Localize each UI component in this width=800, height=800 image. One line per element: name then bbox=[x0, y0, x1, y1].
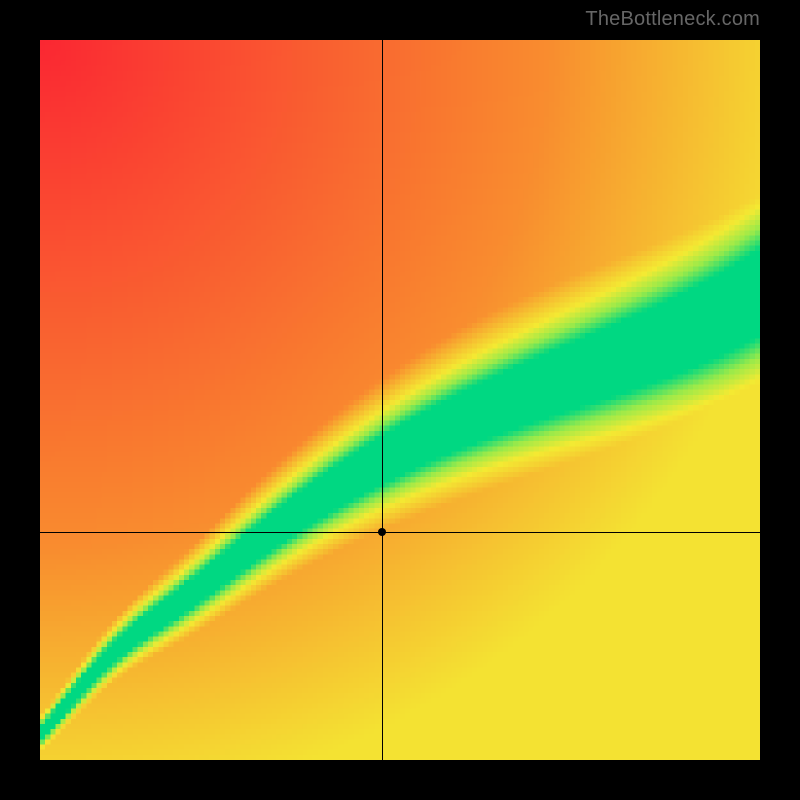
heatmap-canvas bbox=[40, 40, 760, 760]
crosshair-horizontal bbox=[40, 532, 760, 533]
watermark-text: TheBottleneck.com bbox=[585, 8, 760, 31]
crosshair-vertical bbox=[382, 40, 383, 760]
plot-area bbox=[40, 40, 760, 760]
crosshair-marker bbox=[378, 528, 386, 536]
